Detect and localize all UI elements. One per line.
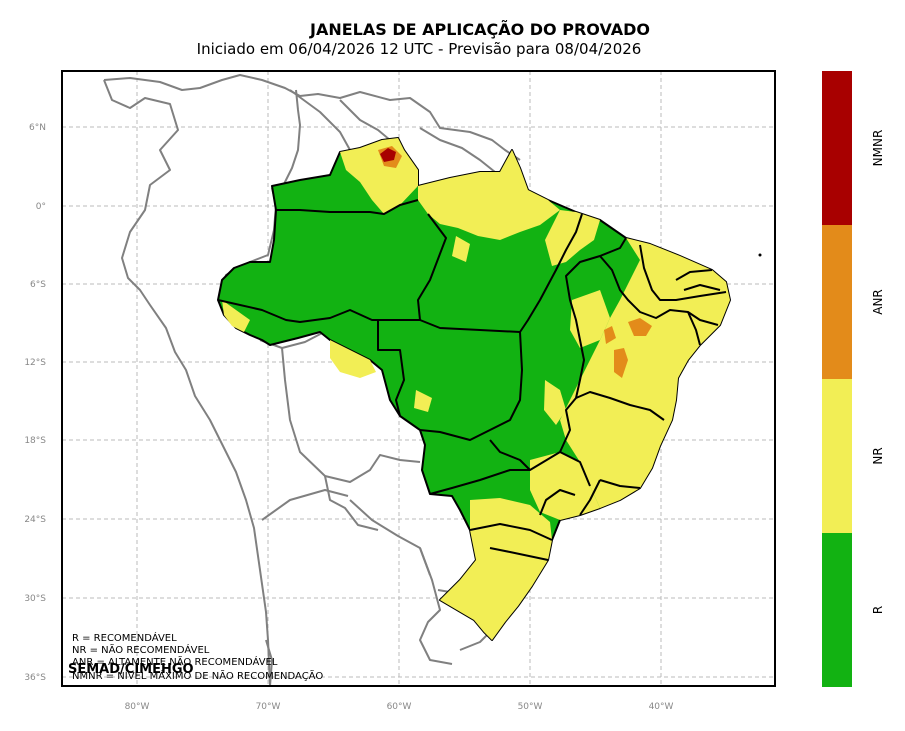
nmnr-zone	[380, 148, 396, 162]
lat-tick-label: 6°S	[30, 280, 46, 290]
colorbar: NMNR ANR NR R	[822, 71, 885, 687]
map-area	[62, 71, 775, 686]
credit-label: SEMAD/CIMEHGO	[68, 662, 194, 677]
legend-notes: R = RECOMENDÁVEL NR = NÃO RECOMENDÁVEL A…	[72, 631, 323, 682]
legend-note: NR = NÃO RECOMENDÁVEL	[72, 643, 210, 656]
legend-note: R = RECOMENDÁVEL	[72, 631, 177, 644]
colorbar-swatch-anr	[822, 225, 852, 379]
colorbar-swatch-r	[822, 533, 852, 687]
lon-tick-label: 40°W	[649, 702, 674, 712]
atlantic-island	[758, 253, 762, 257]
colorbar-label: NR	[871, 447, 885, 464]
lat-tick-label: 12°S	[24, 358, 46, 368]
lat-tick-label: 30°S	[24, 594, 46, 604]
state-borders	[217, 199, 727, 561]
lon-tick-label: 70°W	[256, 702, 281, 712]
colorbar-label: ANR	[871, 289, 885, 315]
lat-tick-label: 0°	[36, 202, 46, 212]
lat-tick-label: 18°S	[24, 436, 46, 446]
map-subtitle: Iniciado em 06/04/2026 12 UTC - Previsão…	[196, 40, 642, 58]
colorbar-label: R	[871, 606, 885, 614]
lat-tick-label: 24°S	[24, 515, 46, 525]
colorbar-label: NMNR	[871, 130, 885, 167]
legend-note: ANR = ALTAMENTE NÃO RECOMENDÁVEL	[72, 655, 278, 668]
map-frame	[61, 70, 776, 687]
map-title: JANELAS DE APLICAÇÃO DO PROVADO	[309, 20, 651, 39]
lon-tick-label: 60°W	[387, 702, 412, 712]
legend-note: NMNR = NÍVEL MÁXIMO DE NÃO RECOMENDAÇÃO	[72, 669, 323, 682]
colorbar-swatch-nr	[822, 379, 852, 533]
lon-tick-label: 50°W	[518, 702, 543, 712]
lon-tick-label: 80°W	[125, 702, 150, 712]
lat-tick-label: 6°N	[29, 123, 46, 133]
longitude-labels: 80°W 70°W 60°W 50°W 40°W	[125, 702, 674, 712]
latitude-labels: 6°N 0° 6°S 12°S 18°S 24°S 30°S 36°S	[24, 123, 46, 683]
colorbar-swatch-nmnr	[822, 71, 852, 225]
lat-tick-label: 36°S	[24, 673, 46, 683]
